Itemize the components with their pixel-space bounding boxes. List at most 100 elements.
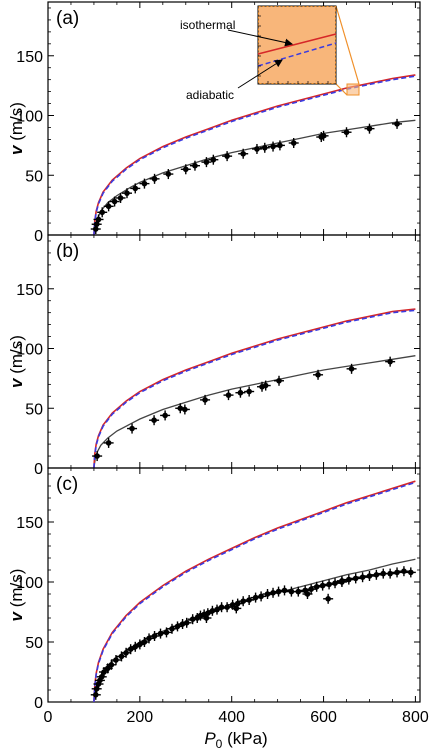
data-marker [408, 569, 414, 576]
data-point [172, 621, 183, 632]
data-point [161, 627, 172, 638]
data-marker [210, 156, 217, 163]
data-marker [254, 146, 260, 152]
data-marker [118, 653, 125, 660]
data-marker [326, 581, 332, 588]
data-point [364, 123, 375, 134]
data-point [330, 578, 341, 589]
data-point [208, 154, 219, 165]
data-marker [104, 665, 111, 672]
data-point [346, 363, 357, 374]
data-marker [325, 596, 331, 602]
data-marker [203, 615, 210, 621]
panel-label: (c) [56, 474, 78, 495]
data-marker [387, 358, 393, 365]
y-axis-label-unit: (m/s) [7, 102, 26, 145]
y-tick-label: 0 [34, 461, 43, 478]
data-point [92, 451, 103, 462]
data-marker [387, 570, 393, 577]
data-point [223, 390, 234, 401]
y-tick-label: 100 [16, 109, 43, 126]
data-marker [192, 162, 198, 169]
data-point [343, 574, 354, 585]
data-marker [246, 388, 252, 395]
data-marker [202, 397, 208, 403]
data-point [392, 567, 403, 578]
y-tick-label: 0 [34, 228, 43, 245]
data-marker [99, 209, 105, 216]
data-marker [275, 588, 282, 595]
data-marker [141, 180, 148, 187]
data-point [180, 164, 191, 175]
data-point [371, 569, 382, 580]
data-point [103, 201, 114, 212]
data-point [268, 141, 279, 152]
inset-connector [335, 5, 360, 85]
data-point [256, 591, 267, 602]
data-marker [113, 657, 119, 663]
data-marker [277, 142, 283, 149]
data-point [260, 380, 271, 391]
data-marker [95, 216, 102, 223]
y-tick-label: 100 [16, 575, 43, 592]
data-point [336, 577, 347, 587]
data-marker [252, 594, 259, 601]
inset-connector [335, 83, 348, 96]
data-point [212, 604, 223, 615]
data-marker [264, 591, 271, 597]
data-point [235, 387, 246, 398]
data-point [313, 369, 324, 380]
data-point [293, 586, 304, 597]
y-axis-label: v (m/s) [7, 569, 26, 622]
data-point [364, 571, 375, 581]
data-marker [380, 570, 387, 577]
inset-box-accent [258, 6, 336, 84]
data-point [244, 595, 255, 605]
data-marker [92, 692, 99, 698]
data-marker [304, 591, 311, 597]
data-marker [169, 626, 175, 632]
data-marker [401, 568, 407, 574]
data-marker [151, 633, 158, 639]
data-marker [295, 588, 302, 595]
data-point [121, 188, 132, 199]
data-marker [290, 140, 297, 146]
data-marker [163, 629, 170, 636]
data-point [251, 143, 262, 154]
data-point [302, 589, 313, 599]
x-axis-label: P0 (kPa) [204, 729, 267, 750]
data-point [179, 404, 190, 415]
inset-label-isothermal: isothermal [180, 18, 235, 32]
data-marker [98, 674, 105, 680]
data-point [398, 566, 409, 577]
panel-label: (a) [56, 8, 79, 29]
data-marker [162, 412, 168, 419]
data-marker [366, 125, 373, 132]
panel-label: (b) [56, 241, 79, 262]
data-point [115, 192, 126, 203]
data-point [149, 173, 160, 184]
data-point [238, 148, 249, 159]
data-marker [117, 195, 124, 201]
data-marker [92, 226, 99, 232]
data-marker [137, 641, 143, 648]
data-marker [146, 635, 152, 642]
data-marker [105, 203, 112, 210]
data-point [357, 572, 368, 583]
data-marker [320, 133, 327, 139]
data-marker [132, 185, 139, 192]
data-marker [151, 417, 157, 424]
data-marker [343, 129, 350, 136]
y-tick-label: 100 [16, 342, 43, 359]
data-point [323, 593, 334, 604]
data-point [207, 605, 218, 616]
data-point [103, 437, 114, 448]
data-point [274, 375, 285, 386]
data-point [160, 410, 171, 421]
data-marker [288, 588, 295, 595]
data-point [385, 568, 396, 579]
y-axis-label-unit: (m/s) [7, 335, 26, 378]
data-marker [141, 639, 148, 645]
data-marker [246, 597, 252, 603]
